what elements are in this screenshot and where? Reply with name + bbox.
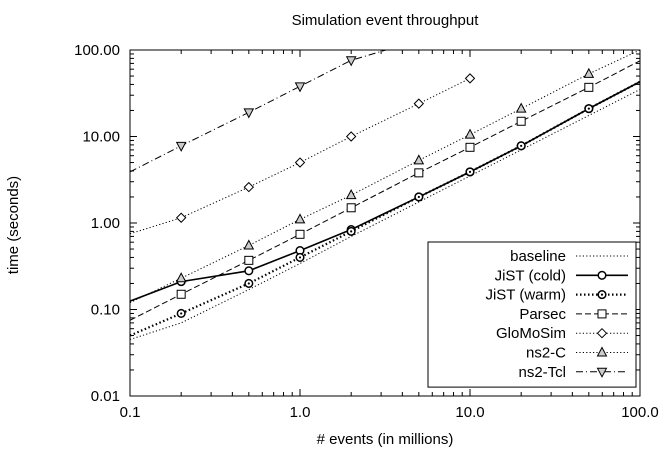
- marker-triangle-up: [175, 272, 187, 283]
- series-line-baseline: [130, 88, 640, 340]
- legend-label-glomosim: GloMoSim: [496, 325, 566, 342]
- marker-diamond: [464, 73, 476, 84]
- marker-dot: [587, 107, 590, 110]
- marker-square: [176, 289, 186, 299]
- marker-dot: [350, 230, 353, 233]
- marker-square: [414, 168, 424, 178]
- legend-label-jist-warm: JiST (warm): [485, 287, 566, 304]
- marker-triangle-up: [413, 154, 425, 165]
- marker-triangle-up: [515, 102, 527, 113]
- y-tick-label: 1.00: [91, 215, 120, 232]
- marker-square: [244, 255, 254, 265]
- marker-triangle-up: [464, 128, 476, 139]
- marker-triangle-up: [345, 189, 357, 200]
- plot-area: [130, 50, 640, 340]
- marker-diamond: [413, 98, 425, 109]
- series-group: [130, 50, 640, 340]
- axis-ticks: 0.1 1.0 10.0 100.0 0.01 0.10 1.00 10.00 100.00: [74, 42, 659, 421]
- marker-triangle-down: [294, 82, 306, 93]
- legend-label-jist-cold: JiST (cold): [495, 267, 566, 284]
- marker-diamond: [596, 327, 608, 339]
- series-line-ns2-tcl: [130, 50, 387, 173]
- marker-triangle-up: [596, 346, 608, 357]
- marker-triangle-down: [175, 141, 187, 152]
- legend-label-ns2-c: ns2-C: [526, 345, 566, 362]
- legend-label-parsec: Parsec: [519, 306, 566, 323]
- marker-dot: [417, 195, 420, 199]
- marker-triangle-up: [243, 239, 255, 250]
- marker-diamond: [243, 181, 255, 193]
- series-line-jist-warm: [130, 80, 640, 337]
- marker-circle: [244, 266, 254, 276]
- marker-square: [295, 229, 305, 239]
- marker-circle: [597, 270, 607, 280]
- x-tick-label: 10.0: [455, 404, 484, 421]
- legend: baseline JiST (cold) JiST (warm) Parsec GloM…: [427, 241, 637, 388]
- marker-diamond: [175, 212, 187, 223]
- marker-dot: [298, 256, 302, 259]
- y-axis-label: time (seconds): [5, 176, 22, 274]
- marker-square: [584, 82, 594, 92]
- y-tick-label: 0.10: [91, 302, 120, 319]
- marker-square: [465, 142, 475, 152]
- legend-label-ns2-tcl: ns2-Tcl: [518, 364, 566, 381]
- marker-diamond: [345, 131, 357, 142]
- marker-dot: [600, 293, 604, 296]
- marker-dot: [468, 170, 472, 173]
- marker-triangle-down: [345, 56, 357, 67]
- marker-dot: [247, 282, 250, 285]
- marker-dot: [180, 312, 183, 315]
- x-tick-label: 1.0: [290, 404, 311, 421]
- marker-dot: [520, 144, 523, 147]
- marker-square: [346, 203, 356, 213]
- y-tick-label: 100.00: [74, 42, 120, 59]
- marker-triangle-down: [596, 367, 608, 378]
- y-tick-label: 10.00: [82, 129, 120, 146]
- x-tick-label: 100.0: [621, 404, 659, 421]
- x-tick-label: 0.1: [120, 404, 141, 421]
- marker-triangle-down: [243, 108, 255, 119]
- marker-triangle-up: [583, 67, 595, 78]
- y-tick-label: 0.01: [91, 388, 120, 405]
- marker-square: [516, 116, 526, 126]
- x-axis-label: # events (in millions): [317, 431, 454, 448]
- marker-square: [597, 309, 607, 319]
- chart-title: Simulation event throughput: [292, 12, 480, 29]
- series-line-parsec: [130, 60, 640, 321]
- legend-label-baseline: baseline: [510, 248, 566, 265]
- marker-triangle-up: [294, 213, 306, 224]
- marker-diamond: [294, 157, 306, 168]
